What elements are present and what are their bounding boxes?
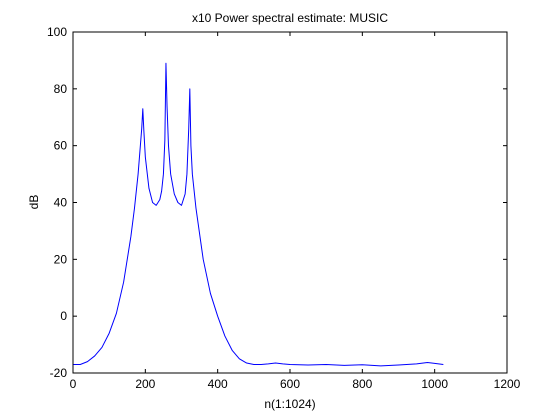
x-tick-label: 600: [280, 377, 300, 391]
x-tick-label: 1200: [494, 377, 521, 391]
x-tick-label: 400: [208, 377, 228, 391]
x-tick-label: 800: [352, 377, 372, 391]
series-line-0: [73, 62, 444, 367]
x-axis-label: n(1:1024): [264, 397, 315, 411]
x-axis-ticks: 0 200 400 600 800 1000 1200: [70, 32, 521, 391]
series-layer: [73, 62, 444, 367]
y-tick-label: 80: [54, 82, 68, 96]
y-tick-label: 0: [60, 309, 67, 323]
x-tick-label: 1000: [421, 377, 448, 391]
y-tick-label: 100: [47, 25, 67, 39]
y-tick-label: -20: [50, 366, 68, 380]
y-axis-label: dB: [27, 195, 41, 210]
y-axis-ticks: -20 0 20 40 60 80 100: [47, 25, 507, 380]
y-tick-label: 60: [54, 139, 68, 153]
plot-area: [72, 31, 508, 374]
x-tick-label: 0: [70, 377, 77, 391]
x-tick-label: 200: [135, 377, 155, 391]
y-tick-label: 20: [54, 252, 68, 266]
y-tick-label: 40: [54, 196, 68, 210]
chart-title: x10 Power spectral estimate: MUSIC: [192, 11, 388, 25]
